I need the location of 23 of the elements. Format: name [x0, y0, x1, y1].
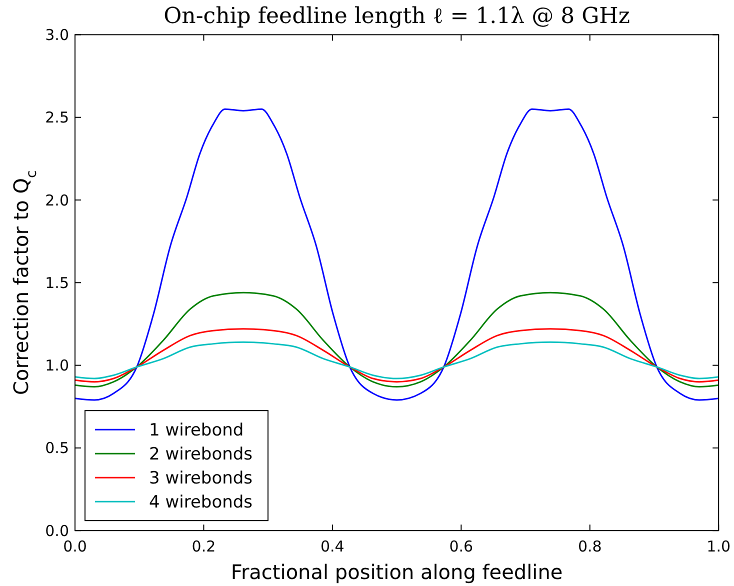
x-tick-label: 1.0	[706, 538, 731, 556]
x-tick-label: 0.6	[449, 538, 474, 556]
x-axis-title: Fractional position along feedline	[230, 560, 563, 584]
legend-label: 1 wirebond	[149, 420, 244, 441]
y-tick-label: 1.0	[45, 356, 69, 375]
line-series	[75, 328, 719, 383]
x-tick-label: 0.8	[578, 538, 602, 556]
y-tick-label: 2.0	[45, 191, 69, 210]
chart-title: On-chip feedline length ℓ = 1.1λ @ 8 GHz	[164, 4, 630, 29]
y-tick-label: 0.5	[45, 439, 69, 458]
y-tick-label: 2.5	[45, 108, 69, 127]
y-tick-label: 1.5	[45, 274, 69, 292]
x-tick-label: 0.0	[63, 538, 87, 556]
y-tick-label: 0.0	[45, 522, 69, 540]
line-series	[75, 292, 719, 388]
x-tick-label: 0.4	[320, 538, 344, 556]
x-tick-label: 0.2	[192, 538, 216, 556]
line-series	[75, 341, 719, 380]
y-tick-label: 3.0	[45, 26, 69, 44]
legend-label: 2 wirebonds	[149, 444, 253, 465]
line-series	[75, 108, 719, 401]
legend-label: 4 wirebonds	[149, 492, 253, 513]
legend-label: 3 wirebonds	[149, 468, 253, 489]
